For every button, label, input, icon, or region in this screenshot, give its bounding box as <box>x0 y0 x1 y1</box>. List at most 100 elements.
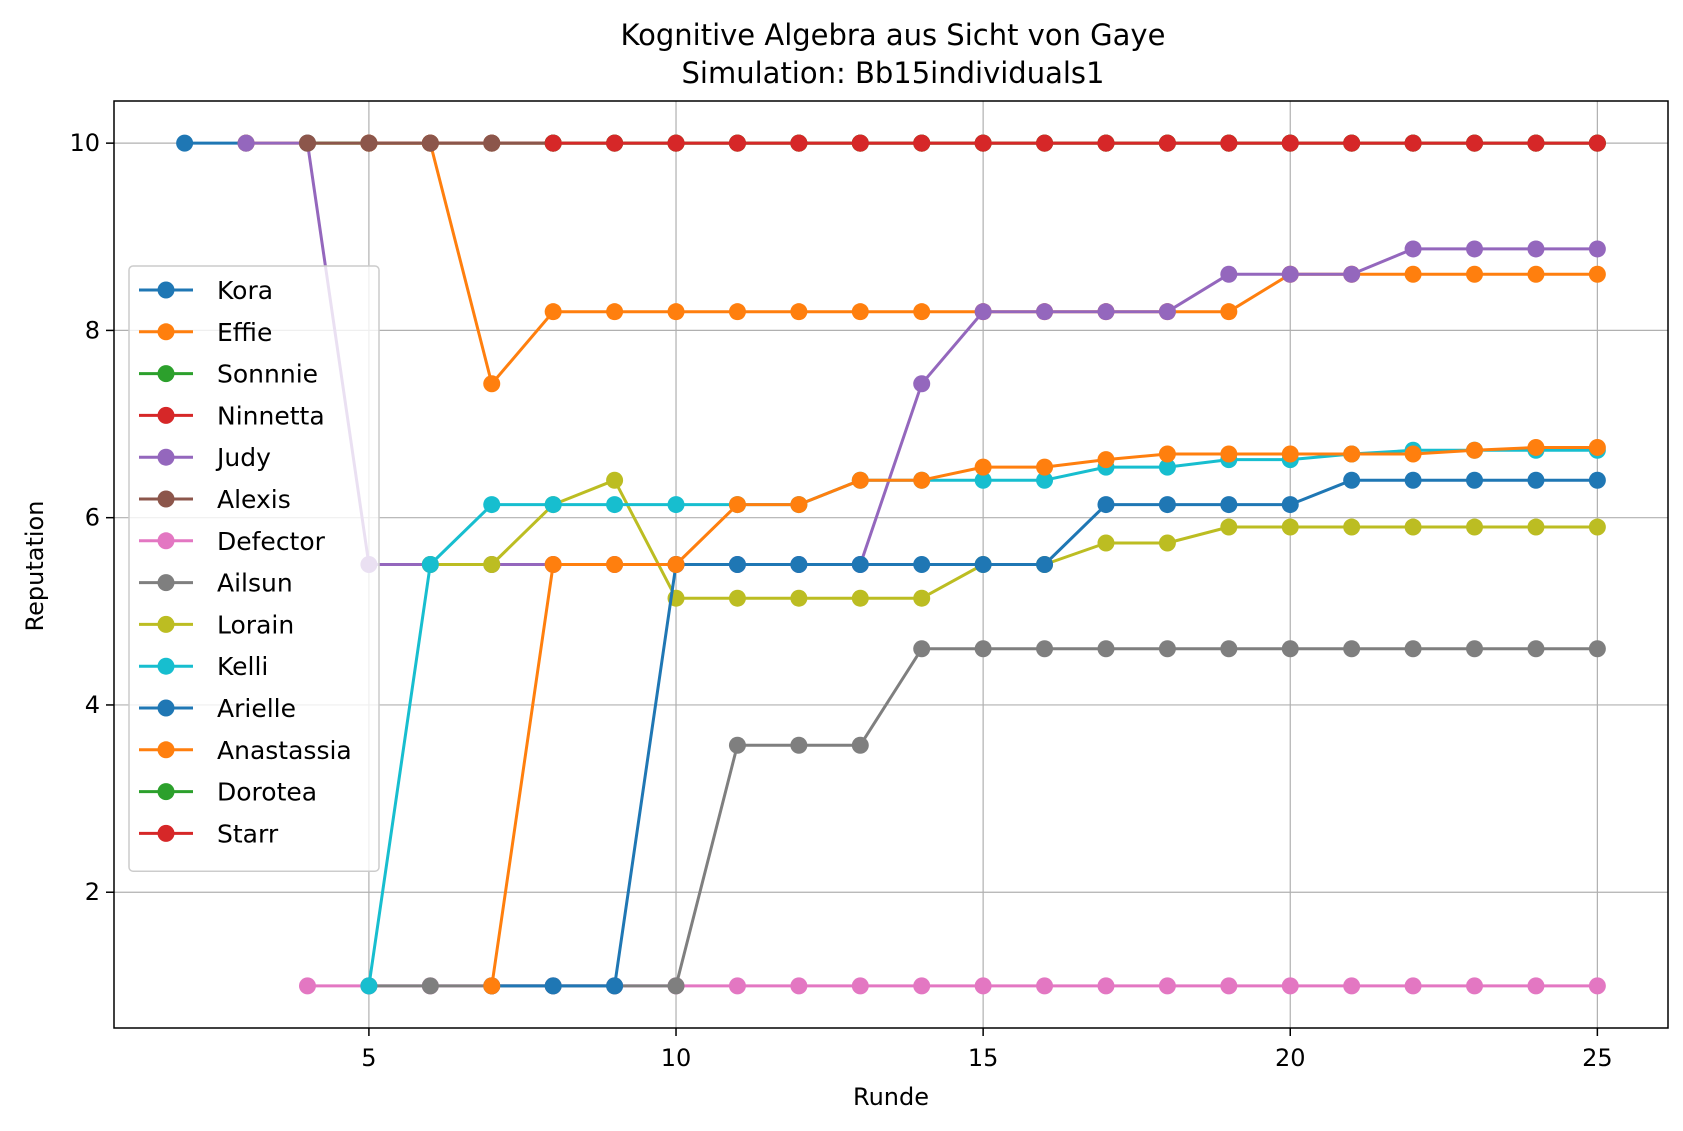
y-tick-label: 6 <box>85 504 100 532</box>
y-tick-label: 2 <box>85 878 100 906</box>
data-point-lorain <box>1158 534 1176 552</box>
data-point-arielle <box>851 556 869 573</box>
data-point-ailsun <box>1220 640 1238 658</box>
x-axis-label: Runde <box>853 1083 929 1111</box>
data-point-alexis <box>483 134 501 152</box>
data-point-arielle <box>974 556 992 573</box>
data-point-effie <box>1466 265 1484 283</box>
data-point-defector <box>1527 977 1545 995</box>
legend-item-arielle: Arielle <box>139 694 296 723</box>
data-point-effie <box>1588 265 1606 283</box>
data-point-effie <box>544 303 562 321</box>
data-point-starr <box>790 134 808 152</box>
legend-item-effie: Effie <box>139 318 272 347</box>
data-point-lorain <box>913 589 931 607</box>
data-point-kelli <box>483 496 501 514</box>
data-point-kelli <box>1158 458 1176 476</box>
data-point-lorain <box>790 589 808 607</box>
data-point-starr <box>606 134 624 152</box>
data-point-starr <box>1466 134 1484 152</box>
data-point-kelli <box>606 496 624 514</box>
data-point-effie <box>667 303 685 321</box>
legend-box <box>128 265 380 872</box>
data-point-ailsun <box>1281 640 1299 658</box>
data-point-ailsun <box>1343 640 1361 658</box>
legend-item-sonnnie: Sonnnie <box>139 360 318 389</box>
legend-label: Arielle <box>217 694 296 723</box>
data-point-anastassia <box>1527 438 1545 456</box>
legend-item-alexis: Alexis <box>139 485 291 514</box>
legend-label: Kora <box>217 276 273 305</box>
data-point-lorain <box>1281 518 1299 536</box>
data-point-lorain <box>1097 534 1115 552</box>
data-point-lorain <box>851 589 869 607</box>
data-point-arielle <box>1158 496 1176 514</box>
data-point-arielle <box>1036 556 1054 573</box>
data-point-judy <box>1281 265 1299 283</box>
legend-label: Ailsun <box>217 569 293 598</box>
data-point-judy <box>1158 303 1176 321</box>
data-point-judy <box>1466 240 1484 258</box>
data-point-lorain <box>1466 518 1484 536</box>
y-axis-label: Reputation <box>21 501 49 632</box>
data-point-ailsun <box>974 640 992 658</box>
chart-subtitle: Simulation: Bb15individuals1 <box>682 56 1105 90</box>
data-point-anastassia <box>606 556 624 573</box>
data-point-alexis <box>421 134 439 152</box>
data-point-anastassia <box>483 977 501 995</box>
legend-marker <box>157 281 175 299</box>
data-point-anastassia <box>1220 445 1238 463</box>
data-point-anastassia <box>1588 438 1606 456</box>
data-point-lorain <box>1527 518 1545 536</box>
data-point-starr <box>667 134 685 152</box>
data-point-judy <box>1220 265 1238 283</box>
legend-label: Starr <box>217 819 279 848</box>
data-point-alexis <box>360 134 378 152</box>
legend-item-dorotea: Dorotea <box>139 778 317 807</box>
data-point-defector <box>1588 977 1606 995</box>
data-point-anastassia <box>1466 441 1484 459</box>
data-point-starr <box>544 134 562 152</box>
legend-label: Ninnetta <box>217 401 325 430</box>
data-point-judy <box>1343 265 1361 283</box>
data-point-anastassia <box>1343 445 1361 463</box>
data-point-ailsun <box>790 736 808 754</box>
y-tick-label: 8 <box>85 316 100 344</box>
data-point-judy <box>1404 240 1422 258</box>
data-point-starr <box>1588 134 1606 152</box>
legend-item-starr: Starr <box>139 819 279 848</box>
legend-marker <box>157 615 175 633</box>
data-point-ailsun <box>421 977 439 995</box>
data-point-lorain <box>1220 518 1238 536</box>
data-point-defector <box>974 977 992 995</box>
legend-item-judy: Judy <box>139 443 271 472</box>
x-tick-label: 5 <box>361 1044 376 1072</box>
data-point-arielle <box>606 977 624 995</box>
data-point-anastassia <box>1404 445 1422 463</box>
data-point-starr <box>913 134 931 152</box>
data-point-lorain <box>606 471 624 489</box>
data-point-judy <box>1588 240 1606 258</box>
data-point-anastassia <box>667 556 685 573</box>
data-point-ailsun <box>667 977 685 995</box>
legend-marker <box>157 824 175 842</box>
legend-label: Lorain <box>217 610 294 639</box>
data-point-judy <box>1527 240 1545 258</box>
data-point-starr <box>1527 134 1545 152</box>
plot-frame <box>113 100 1669 1029</box>
data-point-ailsun <box>728 736 746 754</box>
data-point-anastassia <box>1097 451 1115 469</box>
data-point-effie <box>606 303 624 321</box>
data-point-effie <box>483 375 501 393</box>
legend-label: Alexis <box>217 485 291 514</box>
legend-item-ailsun: Ailsun <box>139 569 293 598</box>
data-point-starr <box>851 134 869 152</box>
data-point-starr <box>974 134 992 152</box>
data-point-starr <box>1036 134 1054 152</box>
series-layer <box>176 134 1606 995</box>
data-point-anastassia <box>1281 445 1299 463</box>
legend-label: Dorotea <box>217 778 317 807</box>
legend-item-defector: Defector <box>139 527 326 556</box>
legend-marker <box>157 783 175 801</box>
